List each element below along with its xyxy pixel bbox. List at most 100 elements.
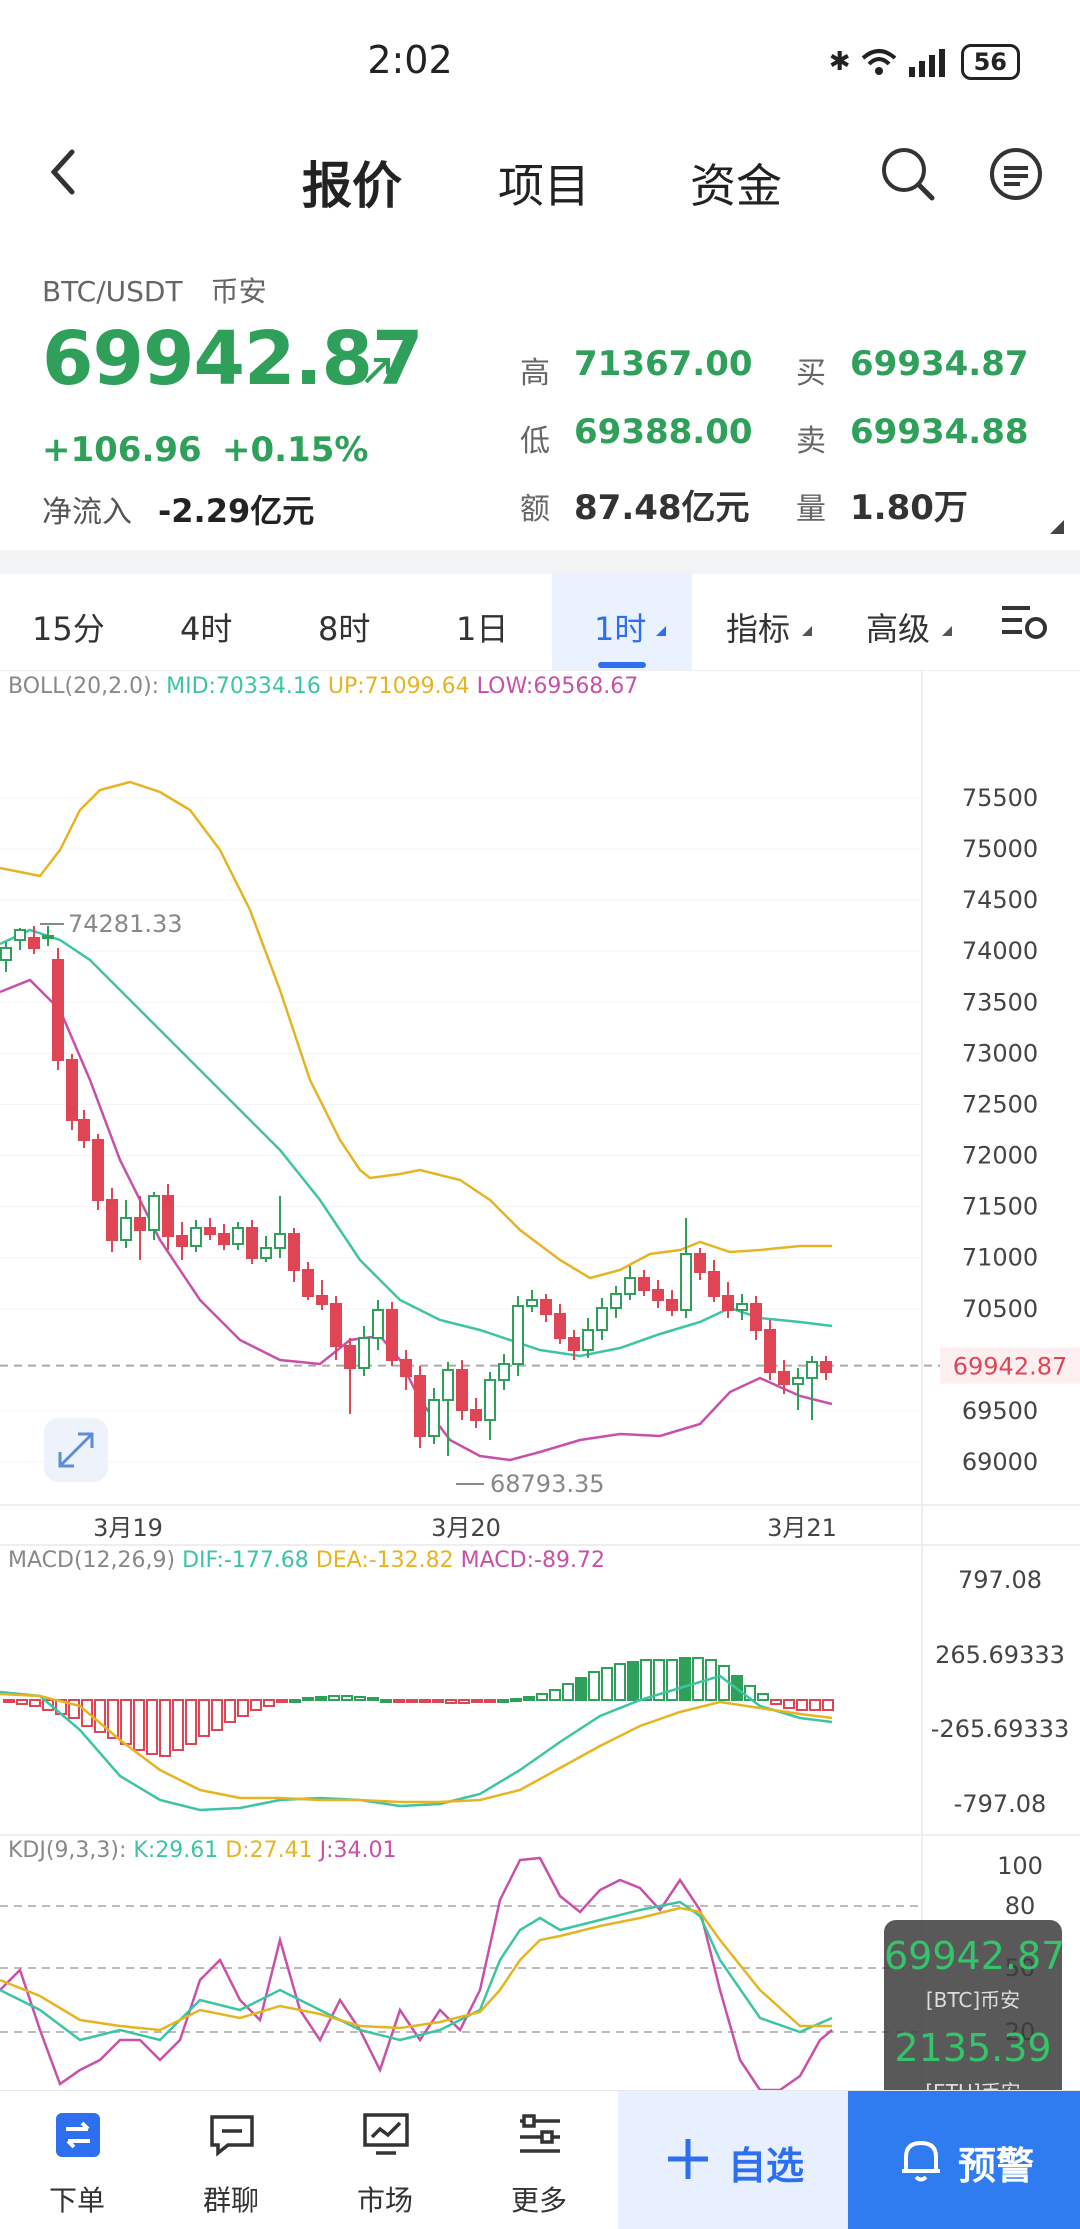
back-arrow-icon[interactable] [40,142,90,202]
macd-histogram-bar [16,1699,28,1705]
candle [512,1305,524,1365]
timeframe-bar: 15分 4时 8时 1日 1时 指标 高级 [0,574,1080,671]
order-icon [56,2113,100,2157]
chart-settings-icon[interactable] [1000,602,1048,642]
candle [666,1299,678,1311]
signal-icon [908,49,945,77]
timeframe-8h[interactable]: 8时 [318,610,371,648]
nav-market[interactable]: 市场 [310,2091,460,2229]
tab-funds[interactable]: 资金 [690,159,782,213]
nav-chat[interactable]: 群聊 [156,2091,306,2229]
candle [484,1379,496,1421]
tab-project[interactable]: 项目 [498,159,590,213]
macd-histogram-bar [198,1699,210,1737]
sell-label: 卖 [796,424,826,459]
kdj-d: D:27.41 [225,1838,313,1863]
macd-histogram-bar [315,1696,327,1701]
candle [14,929,26,941]
timeframe-4h[interactable]: 4时 [180,610,233,648]
macd-histogram-bar [783,1699,795,1709]
macd-histogram-bar [445,1699,457,1704]
macd-histogram-bar [367,1697,379,1701]
expand-corner-icon[interactable] [1050,520,1064,534]
advanced-menu[interactable]: 高级 [866,610,931,648]
price-axis-label: 71000 [962,1244,1038,1272]
date-axis-label: 3月19 [93,1514,163,1542]
price-axis-label: 73000 [962,1039,1038,1067]
candle [78,1119,90,1141]
candle [428,1399,440,1437]
timeframe-15m[interactable]: 15分 [32,610,105,648]
candle [708,1271,720,1297]
macd-dif-line [0,1674,833,1812]
timeframe-1h[interactable]: 1时 [594,610,647,648]
dropdown-triangle-icon [802,626,812,636]
search-icon[interactable] [880,146,936,202]
macd-histogram-bar [575,1677,587,1701]
nav-more-label: 更多 [510,2184,567,2217]
macd-axis-label: 265.69333 [935,1641,1065,1669]
macd-histogram-bar [341,1695,353,1701]
candle [218,1233,230,1245]
nav-order[interactable]: 下单 [2,2091,152,2229]
boll-lower-line [0,978,833,1462]
amount-label: 额 [520,492,550,527]
candle [792,1377,804,1385]
net-inflow: 净流入 -2.29亿元 [42,486,314,532]
chat-icon [210,2115,254,2157]
candle [246,1227,258,1259]
candle [358,1337,370,1369]
chat-menu-icon[interactable] [988,146,1044,202]
candle [610,1293,622,1309]
boll-upper-line [0,780,832,1280]
indicator-menu[interactable]: 指标 [726,610,791,648]
candle [624,1277,636,1295]
current-price-tag: 69942.87 [953,1353,1068,1381]
date-axis-label: 3月20 [431,1514,501,1542]
macd-dif: DIF:-177.68 [182,1548,309,1573]
price-alert-button[interactable]: 预警 [848,2091,1080,2229]
candle [288,1233,300,1271]
candle [204,1227,216,1235]
buy-label: 买 [796,356,826,391]
macd-histogram-bar [42,1699,54,1711]
btc-float-label: [BTC]币安 [925,1988,1021,2012]
bluetooth-icon: ✱ [828,47,851,77]
bell-icon [902,2140,940,2182]
macd-histogram-bar [211,1699,223,1731]
section-divider [0,550,1080,574]
macd-histogram-bar [276,1699,288,1703]
macd-histogram-bar [419,1699,431,1703]
candle [806,1361,818,1379]
candle [736,1303,748,1311]
candle [0,947,12,961]
candle [722,1295,734,1311]
amount-value: 87.48亿元 [574,488,750,528]
kdj-k-line [0,1900,833,2042]
kdj-j-line [0,1856,833,2090]
candle [778,1371,790,1385]
macd-histogram-bar [172,1699,184,1751]
tab-quote[interactable]: 报价 [302,157,402,215]
macd-histogram-bar [29,1699,41,1707]
macd-legend: MACD(12,26,9) DIF:-177.68 DEA:-132.82 MA… [8,1548,605,1573]
high-label: 高 [520,356,550,391]
price-alert-label: 预警 [958,2144,1035,2188]
nav-more[interactable]: 更多 [464,2091,614,2229]
candle [162,1195,174,1237]
floating-ticker[interactable]: 69942.87 [BTC]币安 2135.39 [ETH]币安 [884,1920,1066,2114]
timeframe-1d[interactable]: 1日 [456,610,509,648]
pair-name: BTC/USDT [42,275,183,308]
add-favorite-button[interactable]: 自选 [618,2091,848,2229]
macd-histogram-bar [562,1683,574,1701]
candle [526,1299,538,1307]
macd-histogram-bar [614,1663,626,1701]
btc-float-price: 69942.87 [884,1934,1066,1978]
macd-histogram-bar [523,1696,535,1701]
candle [190,1227,202,1247]
candle [568,1337,580,1351]
candlestick-chart[interactable]: 75500 75000 74500 74000 73500 73000 72500 72000… [0,670,1080,2090]
pair-header: BTC/USDT 币安 [42,270,267,310]
macd-histogram-bar [94,1699,106,1733]
macd-histogram-bar [497,1699,509,1703]
